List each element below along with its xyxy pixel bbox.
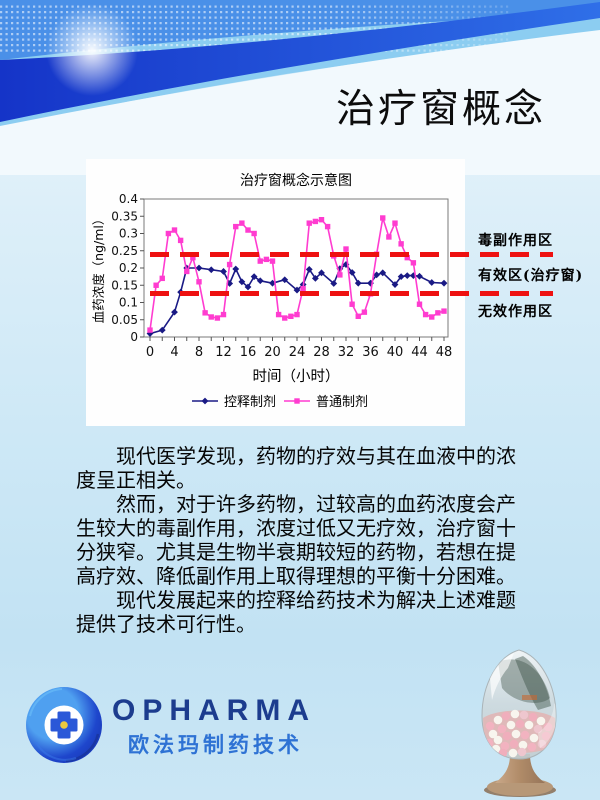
svg-text:控释制剂: 控释制剂 [224, 395, 276, 410]
brand-name-chinese: 欧法玛制药技术 [128, 733, 303, 757]
svg-text:0.15: 0.15 [111, 278, 138, 292]
body-text: 现代医学发现，药物的疗效与其在血液中的浓度呈正相关。 然而，对于许多药物，过较高… [76, 444, 528, 636]
svg-text:20: 20 [264, 345, 281, 360]
header-wave-graphic [0, 0, 600, 175]
svg-text:48: 48 [436, 345, 453, 360]
svg-text:0: 0 [130, 330, 138, 344]
svg-text:0.4: 0.4 [119, 192, 138, 206]
svg-text:0.05: 0.05 [111, 313, 138, 327]
ineffective-threshold-line [150, 291, 553, 297]
svg-text:时间（小时）: 时间（小时） [253, 368, 340, 385]
svg-text:血药浓度（ng/ml）: 血药浓度（ng/ml） [91, 213, 106, 324]
opharma-logo-icon [26, 687, 102, 763]
svg-text:0.3: 0.3 [119, 227, 138, 241]
paragraph-2: 然而，对于许多药物，过较高的血药浓度会产生较大的毒副作用，浓度过低又无疗效，治疗… [76, 492, 516, 588]
svg-text:4: 4 [170, 345, 178, 360]
svg-text:0: 0 [146, 345, 154, 360]
svg-text:32: 32 [338, 345, 355, 360]
svg-text:40: 40 [387, 345, 404, 360]
svg-text:36: 36 [362, 345, 379, 360]
zone-label-ineffective: 无效作用区 [478, 304, 553, 320]
svg-text:16: 16 [240, 345, 257, 360]
brand-name-english: OPHARMA [112, 694, 316, 727]
svg-text:治疗窗概念示意图: 治疗窗概念示意图 [240, 172, 352, 189]
footer-wave-graphic [0, 684, 600, 800]
toxic-threshold-line [150, 251, 553, 257]
svg-text:普通制剂: 普通制剂 [316, 395, 368, 410]
zone-label-effective: 有效区(治疗窗) [478, 268, 584, 284]
svg-text:24: 24 [289, 345, 306, 360]
svg-text:12: 12 [215, 345, 232, 360]
pellet-flask-photo [481, 649, 557, 797]
svg-text:0.25: 0.25 [111, 244, 138, 258]
svg-text:8: 8 [195, 345, 203, 360]
paragraph-1: 现代医学发现，药物的疗效与其在血液中的浓度呈正相关。 [76, 444, 516, 492]
svg-text:28: 28 [313, 345, 330, 360]
svg-text:44: 44 [411, 345, 428, 360]
page-title: 治疗窗概念 [336, 87, 547, 132]
svg-text:0.1: 0.1 [119, 296, 138, 310]
svg-text:0.2: 0.2 [119, 261, 138, 275]
zone-label-toxic: 毒副作用区 [478, 233, 553, 249]
svg-text:0.35: 0.35 [111, 209, 138, 223]
paragraph-3: 现代发展起来的控释给药技术为解决上述难题提供了技术可行性。 [76, 588, 516, 636]
